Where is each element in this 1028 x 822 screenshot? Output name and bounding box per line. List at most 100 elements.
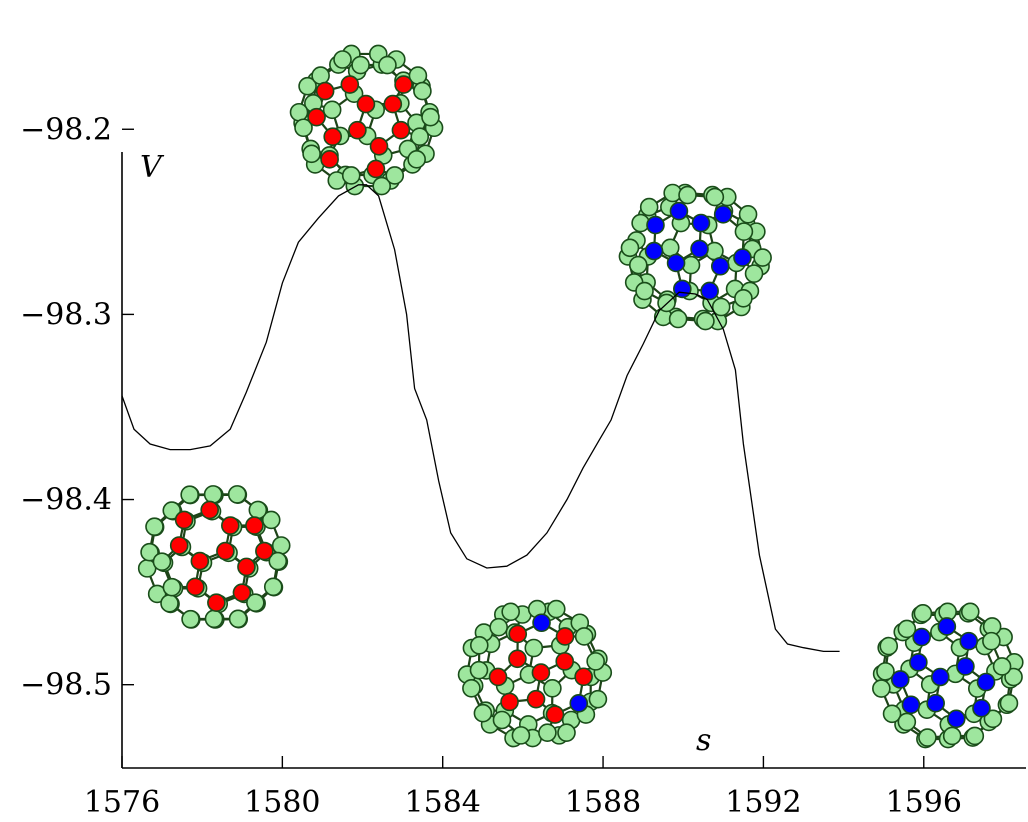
atom — [186, 577, 205, 597]
atom — [311, 66, 330, 85]
cluster-inset-1 — [137, 485, 291, 629]
atom — [152, 552, 172, 571]
atom — [216, 541, 235, 561]
atom — [356, 94, 376, 114]
y-tick-label-1: −98.3 — [20, 297, 112, 332]
atom — [200, 500, 219, 520]
atom — [394, 75, 413, 94]
atom — [897, 619, 917, 639]
atom — [232, 583, 252, 602]
atom — [181, 609, 200, 629]
atom — [976, 672, 996, 692]
atom — [644, 241, 664, 261]
atom — [246, 593, 265, 612]
atom — [501, 602, 520, 622]
atom — [462, 678, 481, 698]
atom — [972, 698, 991, 718]
atom — [926, 693, 945, 713]
atom — [271, 536, 291, 555]
atom — [628, 255, 648, 275]
atom — [508, 649, 527, 669]
cluster-inset-3 — [457, 599, 613, 748]
x-tick-label-1580: 1580 — [244, 785, 320, 820]
atom — [913, 604, 933, 623]
atom — [340, 75, 360, 94]
atom — [532, 613, 551, 633]
atom — [255, 541, 274, 561]
atom — [946, 709, 966, 729]
atom — [508, 624, 528, 644]
x-axis-label: s — [696, 723, 711, 758]
atom — [469, 635, 489, 655]
y-tick-label-0: −98.2 — [20, 112, 112, 147]
atom — [169, 536, 189, 555]
atom — [744, 264, 764, 283]
atom — [982, 631, 1001, 651]
atom — [666, 253, 686, 273]
atom — [333, 50, 352, 69]
atom — [307, 107, 326, 127]
x-tick-label-1592: 1592 — [725, 785, 801, 820]
atom — [348, 120, 367, 140]
atom — [162, 501, 182, 520]
atom — [918, 728, 937, 747]
atom — [315, 81, 335, 101]
atom — [646, 215, 665, 235]
atom — [289, 102, 309, 122]
atom — [965, 726, 985, 746]
atom — [705, 187, 725, 207]
atom — [204, 609, 224, 629]
atom — [753, 248, 772, 267]
atom — [351, 55, 370, 75]
x-tick-label-1596: 1596 — [886, 785, 962, 820]
atom — [407, 150, 426, 169]
atom — [897, 712, 917, 732]
atom — [145, 517, 164, 536]
cluster-inset-4 — [618, 183, 772, 331]
atom — [413, 81, 432, 101]
atom — [378, 55, 397, 75]
atom — [620, 238, 640, 258]
y-ticks: −98.2 −98.3 −98.4 −98.5 — [20, 112, 134, 703]
x-ticks: 1576 1580 1584 1588 1592 1596 — [84, 756, 962, 820]
atom — [298, 76, 317, 96]
atom — [261, 510, 281, 530]
atom — [690, 239, 709, 259]
atom — [391, 120, 411, 140]
atom — [668, 309, 688, 329]
atom — [930, 667, 950, 687]
atom — [912, 627, 931, 647]
atom — [383, 94, 403, 114]
atom — [691, 213, 711, 233]
atom — [713, 205, 733, 224]
atom — [492, 710, 512, 730]
atom — [203, 485, 223, 504]
atom — [983, 709, 1003, 729]
atom — [710, 256, 730, 276]
atom — [268, 551, 288, 571]
atom — [876, 662, 895, 681]
atom — [469, 660, 489, 680]
atom — [190, 551, 210, 571]
atom — [574, 627, 594, 646]
atom — [956, 657, 975, 676]
y-tick-label-3: −98.5 — [20, 668, 112, 703]
atom — [410, 127, 430, 147]
atom — [959, 631, 979, 651]
atom — [733, 248, 752, 267]
atom — [879, 636, 899, 656]
atom — [473, 703, 493, 723]
atom — [248, 500, 268, 520]
atom — [992, 657, 1012, 676]
atom — [162, 577, 182, 597]
atom — [669, 201, 689, 221]
atom — [872, 679, 891, 698]
atom — [341, 166, 361, 185]
cluster-insets — [137, 44, 1024, 749]
atom — [237, 557, 256, 577]
atom — [489, 617, 508, 637]
atom — [526, 689, 546, 709]
atom — [696, 311, 715, 331]
atom — [999, 693, 1019, 713]
